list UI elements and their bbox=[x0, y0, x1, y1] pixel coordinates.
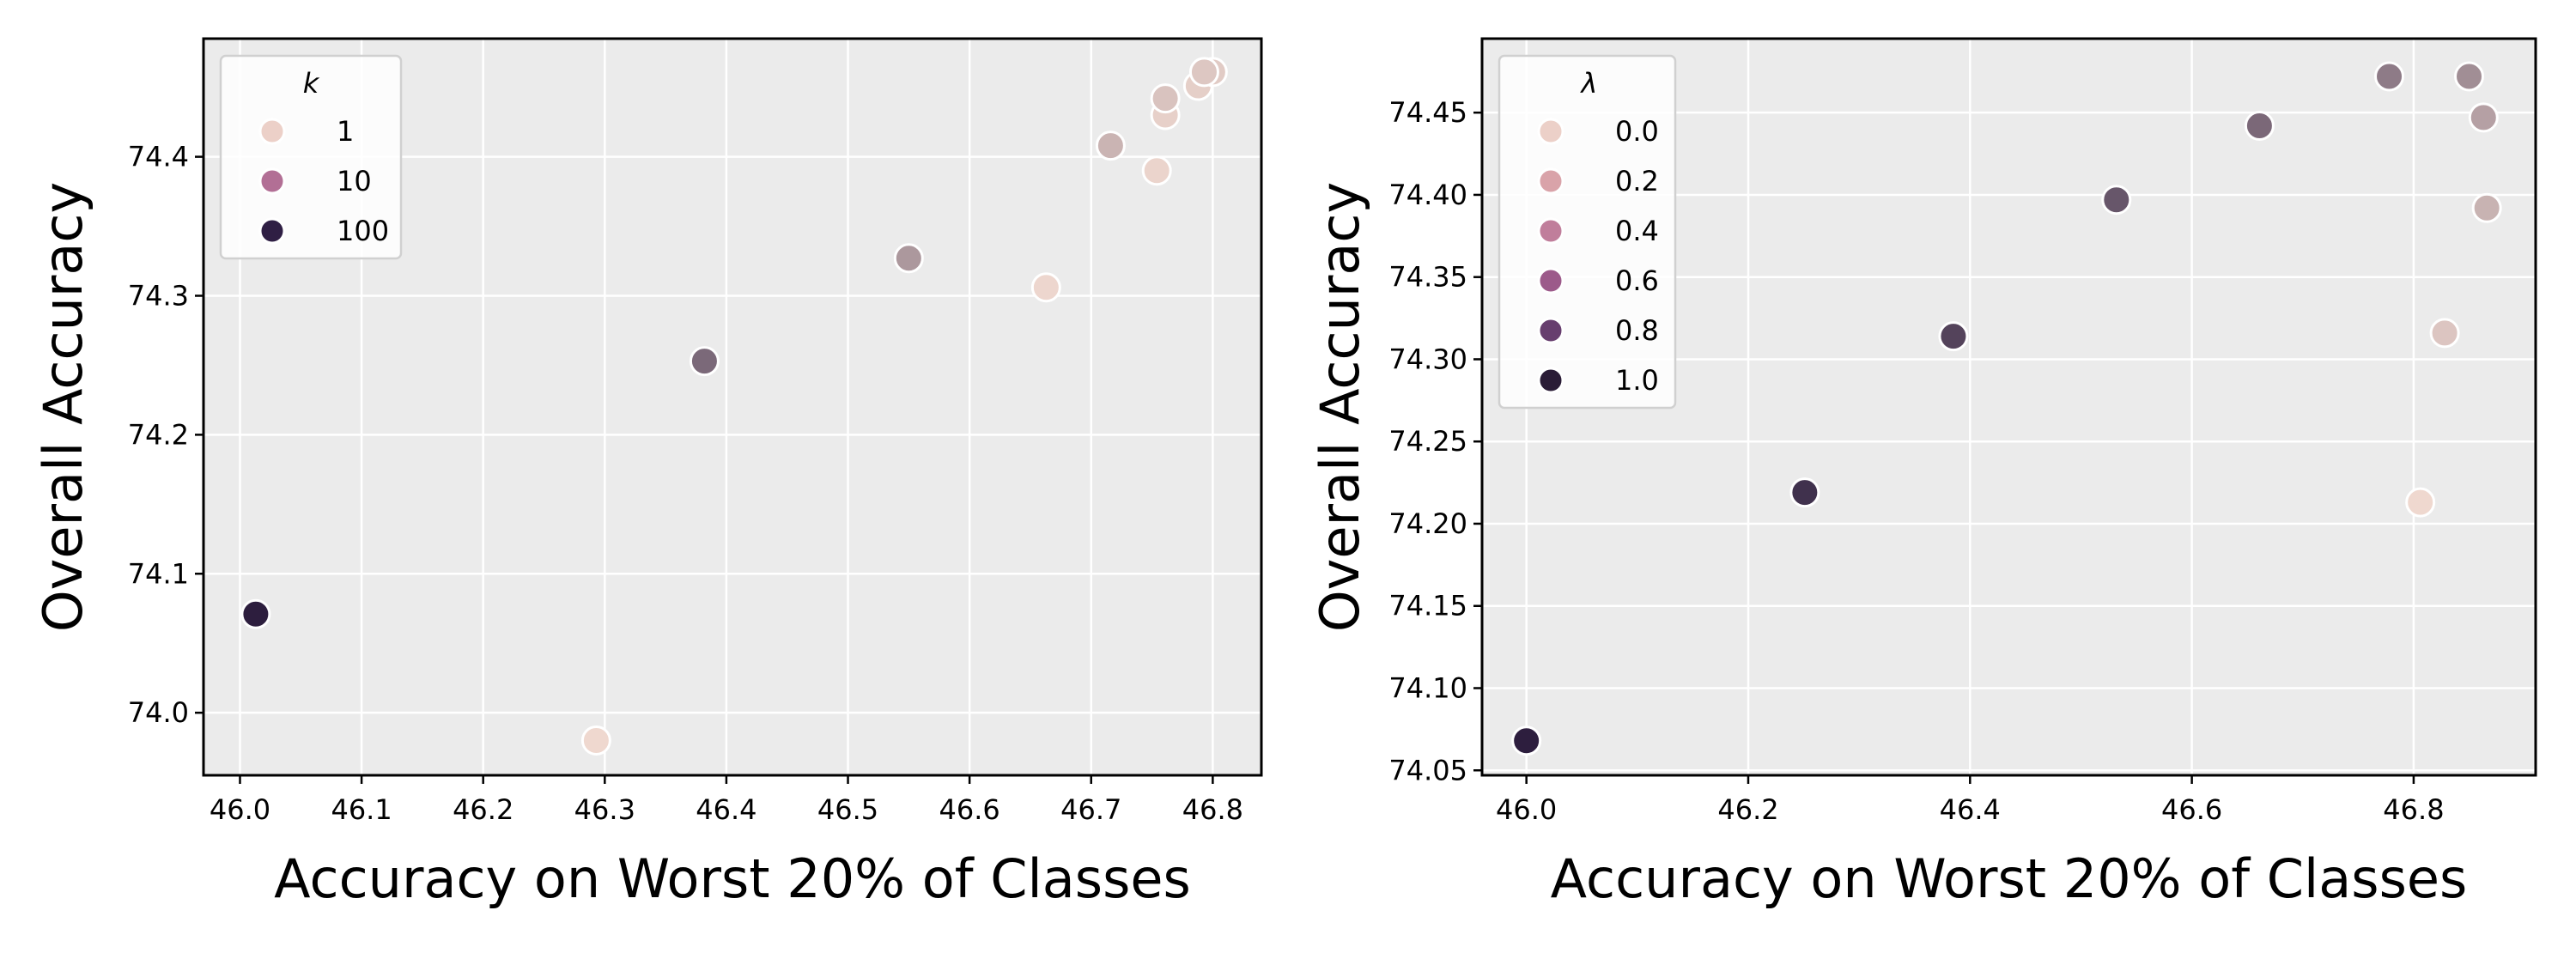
data-point bbox=[1188, 57, 1219, 88]
legend-marker bbox=[1537, 167, 1564, 195]
x-tick-label: 46.6 bbox=[939, 793, 1000, 826]
legend-marker bbox=[1537, 317, 1564, 344]
y-tick-label: 74.15 bbox=[1388, 590, 1467, 622]
data-point bbox=[1141, 155, 1172, 186]
legend-title: k bbox=[303, 67, 320, 100]
y-tick-label: 74.10 bbox=[1388, 671, 1467, 704]
right-panel-lambda: 46.0 46.2 46.4 46.6 46.8 74.05 74.10 74.15 74.20… bbox=[1309, 37, 2537, 910]
legend-label: 1 bbox=[337, 115, 354, 148]
y-tick-label: 74.30 bbox=[1388, 343, 1467, 375]
legend-label: 0.2 bbox=[1615, 165, 1659, 197]
y-tick-label: 74.2 bbox=[128, 418, 189, 451]
data-point bbox=[1150, 83, 1181, 114]
legend-title: λ bbox=[1580, 67, 1598, 100]
plot-frame bbox=[202, 37, 1263, 777]
legend-marker bbox=[1537, 217, 1564, 245]
legend-label: 0.0 bbox=[1615, 115, 1659, 148]
legend: k1 10 100 bbox=[219, 54, 403, 260]
data-point bbox=[2471, 192, 2502, 223]
y-tick-label: 74.05 bbox=[1388, 754, 1467, 786]
legend-marker bbox=[1537, 118, 1564, 145]
data-point bbox=[1030, 272, 1061, 303]
legend-label: 100 bbox=[337, 215, 389, 247]
data-point bbox=[1789, 477, 1820, 508]
x-tick-label: 46.0 bbox=[1496, 793, 1557, 826]
x-tick-label: 46.4 bbox=[696, 793, 756, 826]
legend-label: 0.4 bbox=[1615, 215, 1659, 247]
x-tick-label: 46.8 bbox=[1182, 793, 1243, 826]
data-point bbox=[580, 725, 611, 756]
legend-label: 0.6 bbox=[1615, 264, 1659, 297]
x-tick-label: 46.2 bbox=[1717, 793, 1778, 826]
legend-label: 1.0 bbox=[1615, 364, 1659, 397]
data-point bbox=[1095, 131, 1126, 161]
legend-marker bbox=[1537, 367, 1564, 394]
data-point bbox=[2454, 61, 2485, 92]
data-point bbox=[2468, 102, 2499, 133]
data-point bbox=[2374, 61, 2405, 92]
legend-marker bbox=[258, 118, 286, 145]
x-tick-label: 46.3 bbox=[574, 793, 635, 826]
x-tick-label: 46.5 bbox=[817, 793, 878, 826]
data-point bbox=[240, 598, 271, 629]
x-tick-label: 46.4 bbox=[1940, 793, 2001, 826]
x-tick-label: 46.2 bbox=[453, 793, 513, 826]
y-tick-label: 74.0 bbox=[128, 696, 189, 729]
plot-frame bbox=[1480, 37, 2537, 777]
y-tick-label: 74.40 bbox=[1388, 179, 1467, 211]
data-point bbox=[689, 346, 720, 377]
legend-label: 0.8 bbox=[1615, 314, 1659, 347]
y-tick-label: 74.45 bbox=[1388, 96, 1467, 129]
data-point bbox=[893, 243, 924, 274]
legend-marker bbox=[258, 167, 286, 195]
y-tick-label: 74.1 bbox=[128, 557, 189, 590]
left-panel-k: 46.0 46.1 46.2 46.3 46.4 46.5 46.6 46.7 46.8 74.0… bbox=[32, 37, 1263, 910]
y-axis-label: Overall Accuracy bbox=[1309, 182, 1371, 632]
x-tick-label: 46.8 bbox=[2383, 793, 2444, 826]
data-point bbox=[2429, 318, 2460, 349]
x-axis-label: Accuracy on Worst 20% of Classes bbox=[1551, 847, 2468, 910]
data-point bbox=[2244, 111, 2275, 142]
y-tick-label: 74.3 bbox=[128, 279, 189, 312]
data-point bbox=[1938, 321, 1969, 352]
x-axis-label: Accuracy on Worst 20% of Classes bbox=[274, 847, 1191, 910]
y-tick-label: 74.4 bbox=[128, 141, 189, 173]
legend-label: 10 bbox=[337, 165, 372, 197]
data-point bbox=[1511, 725, 1542, 756]
legend-marker bbox=[1537, 267, 1564, 294]
x-tick-label: 46.6 bbox=[2161, 793, 2222, 826]
x-tick-label: 46.7 bbox=[1060, 793, 1121, 826]
legend: λ 0.0 0.2 0.4 0.6 0.8 1.0 bbox=[1498, 54, 1677, 410]
legend-marker bbox=[258, 217, 286, 245]
data-point bbox=[2405, 487, 2436, 518]
x-tick-label: 46.1 bbox=[331, 793, 392, 826]
legend-box bbox=[219, 54, 403, 260]
x-tick-label: 46.0 bbox=[210, 793, 270, 826]
y-axis-label: Overall Accuracy bbox=[32, 182, 94, 632]
y-tick-label: 74.35 bbox=[1388, 261, 1467, 294]
y-tick-label: 74.20 bbox=[1388, 507, 1467, 540]
y-tick-label: 74.25 bbox=[1388, 425, 1467, 458]
data-point bbox=[2101, 185, 2132, 215]
